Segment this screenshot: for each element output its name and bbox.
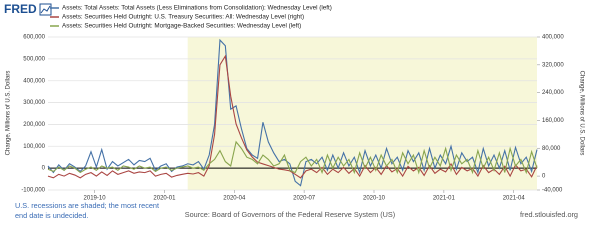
logo-text: FRED (4, 2, 37, 16)
y2-tick-label: 320,000 (542, 62, 564, 68)
recession-shade (187, 37, 537, 190)
y-tick-label: 500,000 (23, 56, 45, 62)
y-tick-label: 300,000 (23, 100, 45, 106)
chart: FRED Change, Millions of U.S. Dollars Ch… (4, 2, 584, 220)
x-tick-label: 2019-10 (84, 196, 107, 202)
x-tick-label: 2020-04 (223, 196, 246, 202)
x-tick-label: 2020-07 (293, 196, 316, 202)
y2-tick-label: -40,000 (542, 188, 563, 194)
y2-tick-label: 400,000 (542, 35, 564, 41)
logo-icon-line (40, 5, 51, 14)
y2-axis-title: Change, Millions of U.S. Dollars (578, 71, 584, 156)
y-tick-label: 100,000 (23, 144, 45, 150)
note-line: U.S. recessions are shaded; the most rec… (15, 201, 159, 210)
site: fred.stlouisfed.org (520, 210, 578, 219)
logo: FRED (4, 2, 52, 16)
y-tick-label: 400,000 (23, 78, 45, 84)
series-line (47, 140, 538, 175)
legend-label: Assets: Securities Held Outright: U.S. T… (62, 14, 304, 21)
x-tick-label: 2020-10 (363, 196, 386, 202)
x-tick-label: 2021-01 (433, 196, 456, 202)
y-tick-label: 0 (42, 166, 46, 172)
x-tick-label: 2021-04 (503, 196, 526, 202)
series-line (47, 54, 538, 179)
y2-tick-label: 160,000 (542, 118, 564, 124)
legend-label: Assets: Total Assets: Total Assets (Less… (62, 5, 332, 12)
note-line: end date is undecided. (15, 211, 88, 220)
y2-tick-label: 80,000 (542, 146, 561, 152)
y-tick-label: 200,000 (23, 122, 45, 128)
x-tick-label: 2020-01 (153, 196, 176, 202)
source: Source: Board of Governors of the Federa… (185, 210, 395, 219)
y2-tick-label: 240,000 (542, 90, 564, 96)
y-tick-label: 600,000 (23, 35, 45, 41)
y2-tick-label: 0 (542, 174, 546, 180)
y-tick-label: -100,000 (21, 188, 45, 194)
y-axis-title: Change, Millions of U.S. Dollars (6, 71, 12, 156)
legend-label: Assets: Securities Held Outright: Mortga… (62, 23, 301, 30)
